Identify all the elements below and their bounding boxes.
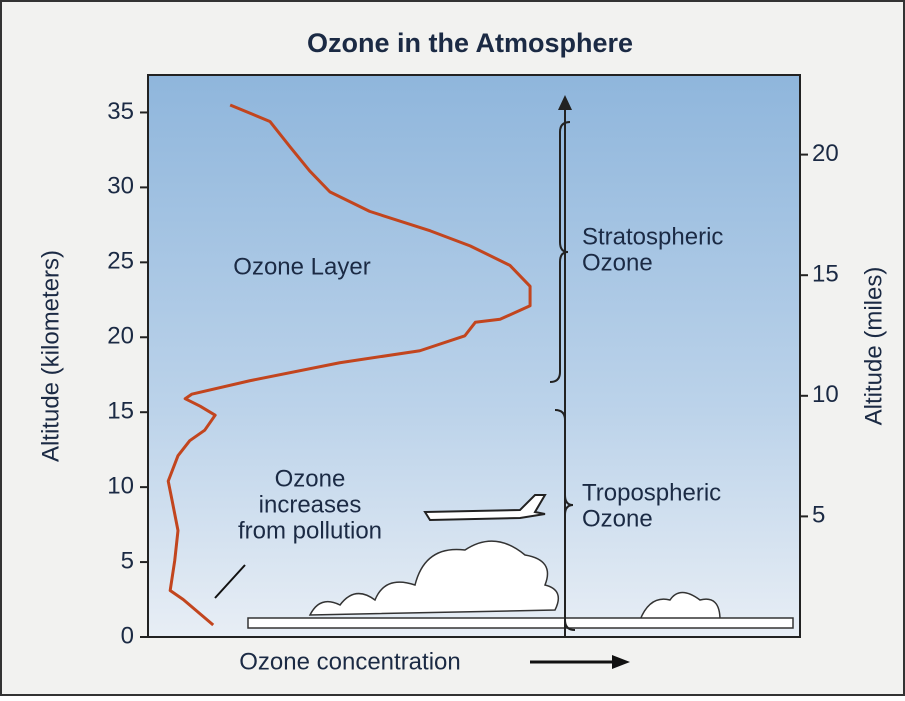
annotation: Stratospheric [582, 223, 723, 250]
annotation: Ozone [275, 465, 346, 492]
y-tick-label: 0 [121, 622, 134, 649]
y-tick-label: 20 [107, 323, 134, 350]
x-axis-label: Ozone concentration [239, 648, 460, 675]
chart: Ozone in the Atmosphere Ozone concentrat… [0, 0, 905, 696]
y2-axis-label: Altitude (miles) [860, 267, 887, 426]
y-tick-label: 5 [121, 547, 134, 574]
y-axis-label: Altitude (kilometers) [37, 250, 64, 462]
annotation: Ozone Layer [233, 253, 370, 280]
annotation: increases [259, 491, 362, 518]
y2-tick-label: 20 [812, 140, 839, 167]
y2-tick-label: 15 [812, 261, 839, 288]
y-tick-label: 15 [107, 398, 134, 425]
annotation: Ozone [582, 505, 653, 532]
y-tick-label: 25 [107, 248, 134, 275]
y-tick-label: 35 [107, 98, 134, 125]
annotation: from pollution [238, 517, 382, 544]
annotation: Tropospheric [582, 479, 721, 506]
y2-tick-label: 10 [812, 381, 839, 408]
annotation: Ozone [582, 249, 653, 276]
y2-tick-label: 5 [812, 502, 825, 529]
chart-title: Ozone in the Atmosphere [307, 28, 633, 58]
y-tick-label: 30 [107, 173, 134, 200]
y-tick-label: 10 [107, 472, 134, 499]
